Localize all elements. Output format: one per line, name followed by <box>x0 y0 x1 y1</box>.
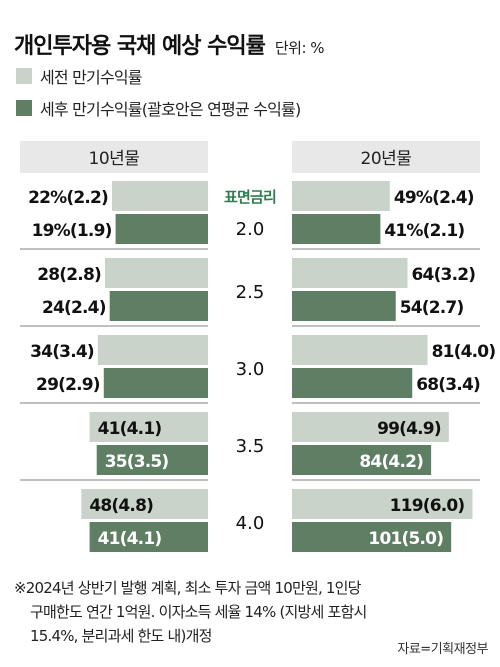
bar-20y-posttax <box>292 522 452 552</box>
value-label-10y-pretax: 22%(2.2) <box>28 188 108 208</box>
coupon-rate-label: 2.5 <box>236 282 265 303</box>
value-label-20y-pretax: 49%(2.4) <box>394 188 474 208</box>
title-row: 개인투자용 국채 예상 수익률 단위: % <box>14 28 325 60</box>
legend-item-posttax: 세후 만기수익률(괄호안은 연평균 수익률) <box>16 96 301 120</box>
chart-title: 개인투자용 국채 예상 수익률 <box>14 34 266 59</box>
bar-20y-posttax <box>292 368 413 398</box>
bar-20y-posttax <box>292 214 381 244</box>
value-label-10y-pretax: 41(4.1) <box>98 419 162 439</box>
bar-10y-posttax <box>96 445 208 475</box>
bar-10y-posttax <box>89 522 208 552</box>
header-band-10y <box>20 141 208 173</box>
center-header-label: 표면금리 <box>224 188 276 206</box>
coupon-rate-label: 2.0 <box>236 219 265 240</box>
value-label-20y-pretax: 119(6.0) <box>390 496 465 516</box>
value-label-20y-posttax: 101(5.0) <box>368 529 443 549</box>
coupon-rate-label: 3.0 <box>236 359 265 380</box>
legend-swatch-posttax <box>16 100 32 116</box>
legend-label-pretax: 세전 만기수익률 <box>40 68 143 87</box>
bar-10y-posttax <box>109 291 208 321</box>
value-label-20y-pretax: 64(3.2) <box>412 265 476 285</box>
footnote-line-3: 15.4%, 분리과세 한도 내)개정 <box>30 627 212 645</box>
bar-20y-pretax <box>292 412 449 442</box>
bar-10y-pretax <box>89 412 208 442</box>
bar-20y-pretax <box>292 335 428 365</box>
coupon-rate-label: 3.5 <box>236 436 265 457</box>
bar-20y-posttax <box>292 291 396 321</box>
value-label-10y-posttax: 19%(1.9) <box>32 221 112 241</box>
bar-20y-pretax <box>292 489 473 519</box>
legend-swatch-pretax <box>16 68 32 84</box>
bar-10y-pretax <box>112 181 208 211</box>
bar-10y-posttax <box>115 214 208 244</box>
legend-label-posttax: 세후 만기수익률(괄호안은 연평균 수익률) <box>40 100 301 119</box>
bar-20y-pretax <box>292 258 408 288</box>
bar-10y-pretax <box>81 489 208 519</box>
value-label-20y-posttax: 68(3.4) <box>416 375 480 395</box>
value-label-10y-posttax: 29(2.9) <box>36 375 100 395</box>
bar-20y-posttax <box>292 445 432 475</box>
value-label-10y-pretax: 48(4.8) <box>89 496 153 516</box>
value-label-10y-posttax: 41(4.1) <box>98 529 162 549</box>
coupon-rate-label: 4.0 <box>236 513 265 534</box>
value-label-10y-posttax: 35(3.5) <box>105 452 169 472</box>
value-label-10y-pretax: 28(2.8) <box>37 265 101 285</box>
bar-20y-pretax <box>292 181 390 211</box>
header-band-20y <box>292 141 480 173</box>
footnote-line-1: ※2024년 상반기 발행 계획, 최소 투자 금액 10만원, 1인당 <box>14 579 361 597</box>
bar-10y-posttax <box>103 368 208 398</box>
value-label-20y-pretax: 81(4.0) <box>432 342 496 362</box>
value-label-20y-posttax: 54(2.7) <box>400 298 464 318</box>
unit-label: 단위: % <box>274 39 325 57</box>
value-label-10y-pretax: 34(3.4) <box>30 342 94 362</box>
bar-10y-pretax <box>104 258 208 288</box>
value-label-20y-posttax: 41%(2.1) <box>384 221 464 241</box>
value-label-20y-pretax: 99(4.9) <box>377 419 441 439</box>
source-credit: 자료=기획재정부 <box>397 642 488 657</box>
footnote-line-2: 구매한도 연간 1억원. 이자소득 세율 14% (지방세 포함시 <box>30 603 367 621</box>
footnote: ※2024년 상반기 발행 계획, 최소 투자 금액 10만원, 1인당 구매한… <box>14 576 490 648</box>
legend-item-pretax: 세전 만기수익률 <box>16 64 143 88</box>
panel-header-20y: 20년물 <box>361 149 412 169</box>
value-label-10y-posttax: 24(2.4) <box>42 298 106 318</box>
value-label-20y-posttax: 84(4.2) <box>359 452 423 472</box>
panel-header-10y: 10년물 <box>89 149 140 169</box>
bar-10y-pretax <box>97 335 208 365</box>
